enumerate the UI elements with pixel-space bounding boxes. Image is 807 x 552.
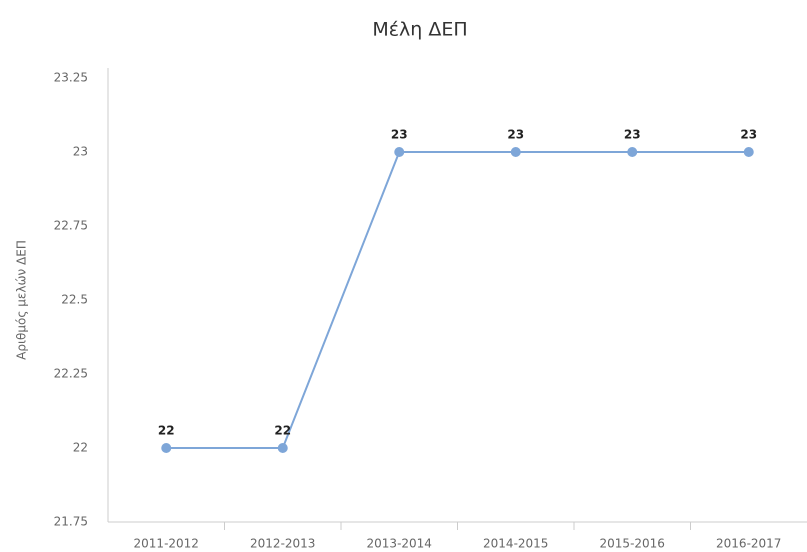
point bbox=[394, 147, 405, 157]
x-tick-label: 2013-2014 bbox=[367, 537, 432, 551]
x-tick-label: 2014-2015 bbox=[483, 537, 548, 551]
point bbox=[277, 443, 288, 453]
y-tick-label: 23.25 bbox=[54, 71, 88, 85]
y-tick-label: 22.75 bbox=[54, 219, 88, 233]
point bbox=[627, 147, 638, 157]
x-tick-label: 2011-2012 bbox=[134, 537, 199, 551]
point bbox=[161, 443, 172, 453]
y-axis-label: Αριθμός μελών ΔΕΠ bbox=[15, 240, 29, 360]
data-label: 23 bbox=[507, 128, 524, 142]
data-label: 23 bbox=[740, 128, 757, 142]
point bbox=[743, 147, 754, 157]
point bbox=[510, 147, 521, 157]
data-label: 22 bbox=[274, 424, 291, 438]
line bbox=[166, 151, 749, 449]
y-tick-label: 23 bbox=[73, 145, 88, 159]
y-tick-label: 21.75 bbox=[54, 515, 88, 529]
y-tick-label: 22 bbox=[73, 441, 88, 455]
y-tick-label: 22.25 bbox=[54, 367, 88, 381]
x-tick-label: 2015-2016 bbox=[600, 537, 665, 551]
data-label: 22 bbox=[158, 424, 175, 438]
data-label: 23 bbox=[391, 128, 408, 142]
y-tick-label: 22.5 bbox=[61, 293, 88, 307]
data-label: 23 bbox=[624, 128, 641, 142]
chart-title: Μέλη ΔΕΠ bbox=[372, 19, 467, 41]
x-tick-label: 2016-2017 bbox=[716, 537, 781, 551]
x-tick-label: 2012-2013 bbox=[250, 537, 315, 551]
